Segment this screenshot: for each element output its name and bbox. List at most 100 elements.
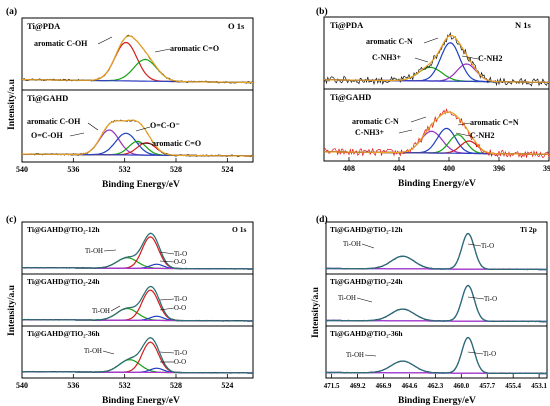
raw-spectrum-b-0 xyxy=(323,31,550,87)
panel-b-bottom-frame xyxy=(323,88,550,162)
panel-a-label: (a) xyxy=(6,6,17,17)
panel-d-core-level: Ti 2p xyxy=(520,225,537,234)
panel-a-bottom-frame xyxy=(21,89,254,163)
x-tick-label-a-1: 536 xyxy=(67,165,79,174)
panel-d-plot-2 xyxy=(325,284,548,323)
leader-line xyxy=(467,351,484,355)
annotation-c1-tioh: Ti-OH xyxy=(85,248,103,255)
panel-c-core-level: O 1s xyxy=(232,225,246,234)
panel-c-plot-2 xyxy=(21,285,254,322)
panel-c-plot-1 xyxy=(21,232,254,270)
annotation-c2-tio: Ti-O xyxy=(174,296,187,303)
x-tick-label-d-5: 460.0 xyxy=(453,382,469,390)
leader-line xyxy=(159,260,175,263)
annotation-c3-tio: Ti-O xyxy=(174,350,187,357)
panel-b-bottom-sample: Ti@GAHD xyxy=(330,92,371,102)
peak-d-2-0 xyxy=(326,360,547,375)
peak-c-2-0 xyxy=(22,359,253,374)
fit-envelope-a-0 xyxy=(22,35,253,84)
fit-envelope-a-1 xyxy=(21,119,253,157)
x-tick-label-b-0: 408 xyxy=(343,164,355,173)
leader-line xyxy=(457,122,471,126)
x-tick-label-b-1: 404 xyxy=(393,164,405,173)
leader-line xyxy=(364,354,377,357)
leader-line xyxy=(410,116,427,123)
fit-envelope-c-0 xyxy=(22,232,253,270)
panel-c-sample-3: Ti@GAHD@TiO₂-36h xyxy=(27,329,100,338)
panel-a-xlabel: Binding Energy/eV xyxy=(102,180,180,190)
panel-c-sample-1: Ti@GAHD@TiO₂-12h xyxy=(27,225,100,234)
annotation-c1-oo: O-O xyxy=(174,259,186,266)
raw-spectrum-c-2 xyxy=(21,336,254,374)
x-tick-label-c-1: 536 xyxy=(67,381,79,390)
x-tick-label-d-1: 469.2 xyxy=(350,382,366,390)
annotation-c3-tioh: Ti-OH xyxy=(84,348,102,355)
annotation-c2-oo: O-O xyxy=(174,305,186,312)
annotation-b-bot-cnh2: C-NH2 xyxy=(470,131,494,140)
panel-a-top-sample: Ti@PDA xyxy=(27,21,61,31)
x-tick-label-a-3: 528 xyxy=(170,165,182,174)
annotation-a-bot-aromatic-co: aromatic C=O xyxy=(152,139,201,148)
x-tick-label-d-7: 455.4 xyxy=(505,382,521,390)
leader-line xyxy=(97,36,113,45)
leader-line xyxy=(135,126,151,132)
leader-line xyxy=(87,122,99,131)
leader-line xyxy=(159,298,175,301)
x-tick-label-d-8: 453.1 xyxy=(531,382,547,390)
peak-d-1-1 xyxy=(326,284,547,323)
x-tick-label-b-2: 400 xyxy=(443,164,455,173)
leader-line xyxy=(103,249,117,252)
fit-envelope-b-0 xyxy=(324,34,549,83)
x-tick-label-c-0: 540 xyxy=(16,381,28,390)
panel-a-top-plot xyxy=(21,34,254,84)
peak-d-1-0 xyxy=(326,308,547,323)
leader-line xyxy=(361,243,375,249)
annotation-d3-tioh: Ti-OH xyxy=(346,352,364,359)
annotation-d2-tioh: Ti-OH xyxy=(338,295,356,302)
leader-line xyxy=(137,142,153,145)
leader-line xyxy=(461,55,479,60)
peak-d-0-0 xyxy=(326,255,547,271)
peak-b-1-2 xyxy=(324,134,549,155)
annotation-b-bot-aromatic-cn2: aromatic C=N xyxy=(470,118,519,127)
panel-a-core-level: O 1s xyxy=(228,21,245,31)
x-tick-label-d-2: 466.9 xyxy=(376,382,392,390)
leader-line xyxy=(159,307,175,311)
raw-spectrum-c-0 xyxy=(21,232,254,270)
panel-d-frame-3 xyxy=(325,325,548,379)
leader-line xyxy=(159,251,175,255)
panel-d-plot-3 xyxy=(325,336,548,375)
panel-d-plot-1 xyxy=(325,232,548,271)
x-tick-label-d-6: 457.7 xyxy=(479,382,495,390)
leader-line xyxy=(467,243,482,247)
fit-envelope-c-2 xyxy=(22,337,253,374)
leader-line xyxy=(398,129,413,134)
panel-c-frame-3 xyxy=(21,325,254,379)
annotation-b-top-aromatic-cn: aromatic C-N xyxy=(366,37,413,46)
panel-c-x-ticks: 540 536 532 528 524 xyxy=(16,374,233,390)
leader-line xyxy=(154,48,171,53)
panel-d-xlabel: Binding Energy/eV xyxy=(398,396,476,406)
leader-line xyxy=(467,296,485,300)
x-tick-label-c-4: 524 xyxy=(221,381,233,390)
annotation-a-top-aromatic-co: aromatic C=O xyxy=(170,44,219,53)
panel-b-bottom-plot xyxy=(323,108,550,159)
peak-b-0-1 xyxy=(324,42,549,83)
panel-c: (c) 540 536 532 528 524 Ti@GAHD@TiO₂-12h O 1… xyxy=(6,214,254,406)
panel-b-xlabel: Binding Energy/eV xyxy=(398,179,476,189)
annotation-a-bot-oco-minus: O=C-O⁻ xyxy=(150,121,180,130)
peak-a-0-1 xyxy=(22,58,253,84)
panel-c-plot-3 xyxy=(21,336,254,374)
fit-envelope-d-2 xyxy=(326,336,547,375)
panel-a-bottom-plot xyxy=(21,119,254,158)
annotation-c2-tioh: Ti-OH xyxy=(92,308,110,315)
x-tick-label-d-0: 471.5 xyxy=(324,382,340,390)
panel-b-x-ticks: 408 404 400 396 392 xyxy=(343,157,550,173)
panel-a-bottom-sample: Ti@GAHD xyxy=(27,93,68,103)
raw-spectrum-d-1 xyxy=(325,284,548,323)
panel-d-x-ticks: 471.5 469.2 466.9 464.6 462.3 460.0 457.7 455.4… xyxy=(324,374,547,390)
panel-d-ylabel: Intensity/a.u xyxy=(311,286,321,338)
x-tick-label-d-4: 462.3 xyxy=(427,382,443,390)
panel-c-ylabel: Intensity/a.u xyxy=(7,284,17,336)
